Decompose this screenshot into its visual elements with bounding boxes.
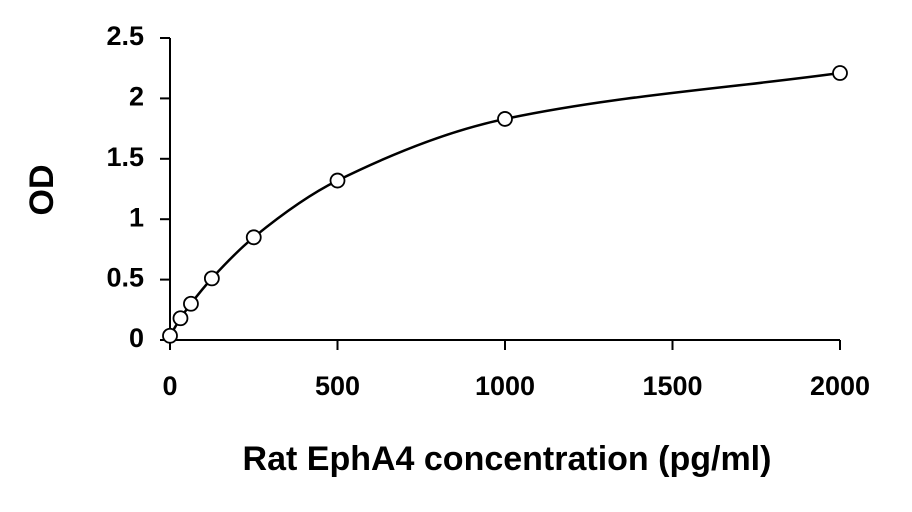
- data-point: [183, 295, 199, 312]
- x-tick-label: 0: [162, 371, 177, 401]
- fit-curve: [168, 71, 841, 337]
- data-points: [162, 65, 848, 344]
- y-tick-label: 1: [129, 202, 144, 232]
- standard-curve-line: [168, 71, 841, 337]
- y-tick-label: 2: [129, 82, 144, 112]
- y-axis-title: OD: [23, 165, 61, 216]
- x-tick-label: 500: [315, 371, 360, 401]
- data-point: [245, 229, 262, 246]
- axis-ticks: 0 0.5 1 1.5 2 2.5 0 500 1000 1500 2000: [106, 21, 870, 401]
- data-point: [172, 310, 189, 327]
- x-tick-label: 1500: [642, 371, 702, 401]
- y-tick-label: 0.5: [106, 263, 144, 293]
- data-point: [162, 327, 178, 344]
- x-axis-title: Rat EphA4 concentration (pg/ml): [243, 440, 772, 478]
- data-point: [329, 172, 346, 189]
- x-tick-label: 2000: [810, 371, 870, 401]
- data-point: [832, 65, 848, 81]
- y-tick-label: 2.5: [106, 21, 144, 51]
- data-point: [203, 270, 220, 287]
- y-tick-label: 0: [129, 323, 144, 353]
- axes: [169, 38, 840, 341]
- x-tick-label: 1000: [475, 371, 535, 401]
- data-point: [497, 111, 513, 127]
- y-tick-label: 1.5: [106, 142, 144, 172]
